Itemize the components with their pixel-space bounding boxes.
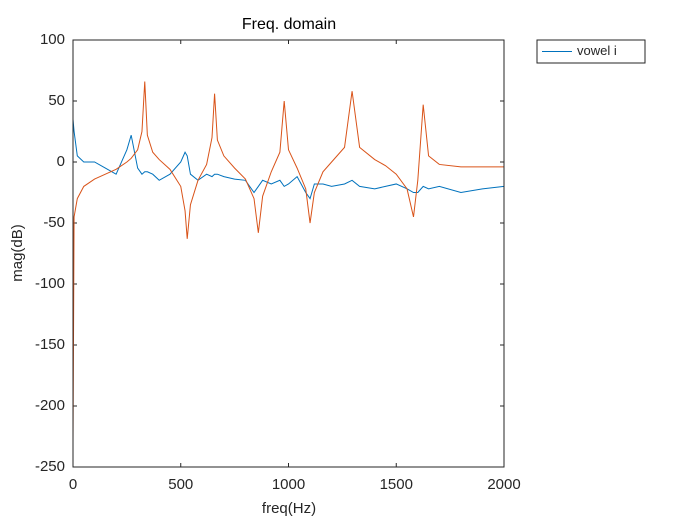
legend-box	[536, 39, 646, 64]
chart-title: Freq. domain	[242, 16, 336, 33]
y-tick-label: -200	[35, 397, 65, 414]
line-series	[72, 119, 505, 200]
x-tick-label: 500	[168, 476, 193, 493]
x-axis-label: freq(Hz)	[262, 500, 316, 517]
x-tick-label: 1000	[272, 476, 305, 493]
y-tick-label: -150	[35, 336, 65, 353]
x-tick-label: 0	[69, 476, 77, 493]
y-tick-label: 100	[40, 31, 65, 48]
line-series	[72, 81, 504, 443]
legend-label: vowel i	[577, 43, 617, 58]
axes-box	[72, 39, 505, 468]
x-tick-label: 1500	[380, 476, 413, 493]
x-tick-label: 2000	[487, 476, 520, 493]
y-tick-label: -100	[35, 275, 65, 292]
plot-area	[73, 40, 504, 467]
y-tick-label: 0	[57, 153, 65, 170]
y-axis-label: mag(dB)	[9, 224, 26, 282]
y-tick-label: -250	[35, 458, 65, 475]
y-tick-label: -50	[43, 214, 65, 231]
y-tick-label: 50	[48, 92, 65, 109]
